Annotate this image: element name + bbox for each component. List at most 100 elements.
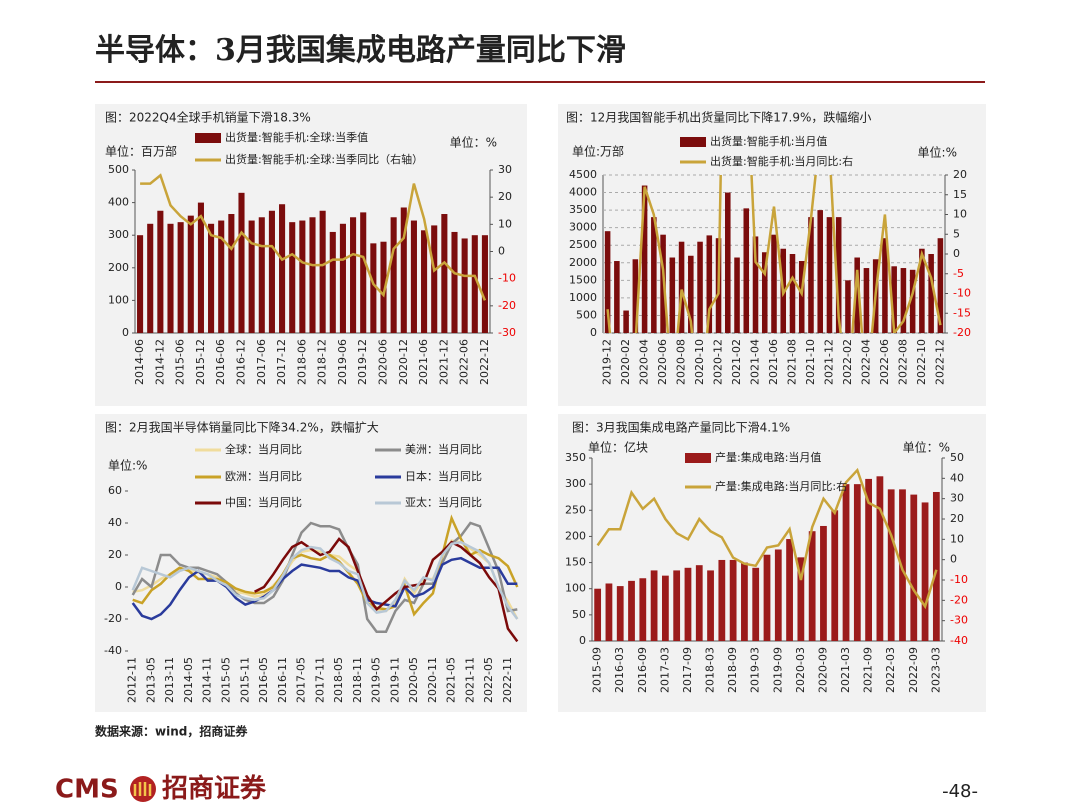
bar [882,238,888,333]
bar [900,268,907,333]
x-tick-label: 2018-12 [316,339,329,385]
y-tick-label: 150 [565,556,586,569]
bar [421,230,428,333]
bar [831,510,839,641]
y2-tick-label: 5 [953,227,960,240]
bar [639,578,647,641]
bar [919,248,925,333]
bar [451,231,458,333]
y-tick-label: 50 [572,608,586,621]
bar [370,243,377,333]
legend-label: 全球：当月同比 [225,442,302,456]
x-tick-label: 2015-09 [591,647,604,693]
bar [279,204,286,333]
y2-tick-label: -40 [950,634,968,647]
bar [604,231,611,333]
x-tick-label: 2022-12 [933,339,946,385]
y-tick-label: 500 [108,163,129,176]
x-tick-label: 2014-06 [133,339,146,385]
bar [380,241,387,333]
x-tick-label: 2020-08 [675,339,688,385]
bar [650,570,658,641]
y-tick-label: 100 [108,293,129,306]
x-tick-label: 2022-12 [478,339,491,385]
x-tick-label: 2019-12 [601,339,614,385]
chart-title: 图：2022Q4全球手机销量下滑18.3% [105,110,311,125]
bar [910,494,918,641]
x-tick-label: 2017-11 [313,657,326,703]
x-tick-label: 2021-12 [822,339,835,385]
bar [876,476,884,641]
x-tick-label: 2017-03 [658,647,671,693]
bar [309,217,316,333]
x-tick-label: 2020-11 [426,657,439,703]
x-tick-label: 2017-12 [275,339,288,385]
unit-label: 单位:% [918,145,957,160]
x-tick-label: 2022-05 [482,657,495,703]
chart-title: 图：2月我国半导体销量同比下降34.2%，跌幅扩大 [105,420,379,435]
y-tick-label: 4000 [569,186,597,199]
bar [616,586,624,641]
bar [695,565,703,641]
y2-tick-label: 0 [498,245,505,258]
x-tick-label: 2022-03 [884,647,897,693]
bar [651,217,657,333]
y2-tick-label: -10 [498,272,516,285]
brand: CMS [55,775,119,805]
x-tick-label: 2017-05 [295,657,308,703]
y-tick-label: 500 [576,308,597,321]
y2-tick-label: -20 [953,326,971,339]
x-tick-label: 2020-10 [693,339,706,385]
y2-tick-label: -30 [498,326,516,339]
y-tick-label: 1000 [569,291,597,304]
y-tick-label: 3500 [569,203,597,216]
x-tick-label: 2014-12 [153,339,166,385]
x-tick-label: 2021-03 [839,647,852,693]
bar [360,212,367,333]
y-tick-label: 2000 [569,256,597,269]
x-tick-label: 2015-12 [194,339,207,385]
x-tick-label: 2017-09 [681,647,694,693]
bar [400,207,407,333]
bar [771,234,777,333]
y2-tick-label: 15 [953,188,967,201]
logo-icon [133,782,152,796]
x-tick-label: 2014-05 [182,657,195,703]
bar [319,210,326,333]
x-tick-label: 2013-11 [163,657,176,703]
bar [238,192,245,333]
x-tick-label: 2018-05 [332,657,345,703]
y2-tick-label: 10 [953,208,967,221]
x-tick-label: 2020-09 [816,647,829,693]
page-number: -48- [942,781,978,802]
y-tick-label: 2500 [569,238,597,251]
bar [594,588,602,641]
x-tick-label: 2022-10 [915,339,928,385]
slide-title: 半导体：3月我国集成电路产量同比下滑 [95,33,626,68]
x-tick-label: 2021-11 [463,657,476,703]
bar [899,489,906,641]
x-tick-label: 2020-12 [397,339,410,385]
unit-label: 单位:% [108,458,147,473]
unit-label: 单位：% [903,440,950,455]
x-tick-label: 2016-05 [257,657,270,703]
legend-swatch [680,137,706,147]
x-tick-label: 2018-06 [295,339,308,385]
source-note: 数据来源：wind，招商证券 [95,724,248,739]
bar [208,223,215,333]
unit-label: 单位：百万部 [105,144,177,159]
legend-label: 欧洲：当月同比 [225,469,302,483]
bar [909,269,916,333]
bar [887,489,895,641]
bar [614,261,620,333]
bar [789,254,796,333]
bar [228,214,235,333]
bar [390,217,397,333]
x-tick-label: 2021-02 [730,339,743,385]
y2-tick-label: 10 [498,217,512,230]
x-tick-label: 2019-03 [749,647,762,693]
bar [197,202,204,333]
x-tick-label: 2018-11 [351,657,364,703]
bar [798,261,805,333]
